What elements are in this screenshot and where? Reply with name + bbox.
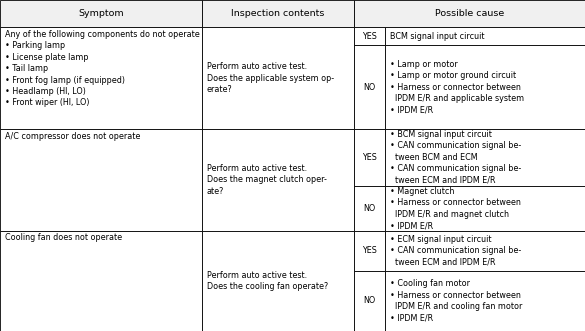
Text: YES: YES	[362, 246, 377, 255]
Bar	[385, 271, 585, 331]
Text: • BCM signal input circuit
• CAN communication signal be-
  tween BCM and ECM
• : • BCM signal input circuit • CAN communi…	[390, 130, 521, 185]
Bar	[0, 231, 202, 331]
Text: • Magnet clutch
• Harness or connector between
  IPDM E/R and magnet clutch
• IP: • Magnet clutch • Harness or connector b…	[390, 187, 521, 230]
Bar	[0, 27, 202, 129]
Bar	[202, 0, 354, 27]
Text: • Lamp or motor
• Lamp or motor ground circuit
• Harness or connector between
  : • Lamp or motor • Lamp or motor ground c…	[390, 60, 524, 115]
Bar	[354, 27, 385, 45]
Bar	[354, 0, 585, 27]
Bar	[385, 231, 585, 271]
Bar	[202, 231, 354, 331]
Text: BCM signal input circuit: BCM signal input circuit	[390, 32, 484, 41]
Bar	[385, 27, 585, 45]
Text: Perform auto active test.
Does the magnet clutch oper-
ate?: Perform auto active test. Does the magne…	[207, 164, 326, 196]
Bar	[202, 27, 354, 129]
Text: NO: NO	[363, 204, 376, 213]
Bar	[0, 0, 202, 27]
Text: Possible cause: Possible cause	[435, 9, 504, 18]
Bar	[385, 45, 585, 129]
Bar	[354, 231, 385, 271]
Bar	[385, 129, 585, 186]
Bar	[354, 271, 385, 331]
Text: YES: YES	[362, 153, 377, 162]
Text: Any of the following components do not operate
• Parking lamp
• License plate la: Any of the following components do not o…	[5, 30, 199, 108]
Text: Symptom: Symptom	[78, 9, 123, 18]
Text: NO: NO	[363, 297, 376, 306]
Text: Perform auto active test.
Does the cooling fan operate?: Perform auto active test. Does the cooli…	[207, 271, 328, 291]
Bar	[354, 186, 385, 231]
Text: YES: YES	[362, 32, 377, 41]
Bar	[202, 129, 354, 231]
Text: • ECM signal input circuit
• CAN communication signal be-
  tween ECM and IPDM E: • ECM signal input circuit • CAN communi…	[390, 235, 521, 267]
Text: Perform auto active test.
Does the applicable system op-
erate?: Perform auto active test. Does the appli…	[207, 62, 333, 94]
Bar	[354, 45, 385, 129]
Text: Cooling fan does not operate: Cooling fan does not operate	[5, 233, 122, 242]
Text: Inspection contents: Inspection contents	[231, 9, 325, 18]
Text: NO: NO	[363, 83, 376, 92]
Bar	[0, 129, 202, 231]
Text: • Cooling fan motor
• Harness or connector between
  IPDM E/R and cooling fan mo: • Cooling fan motor • Harness or connect…	[390, 279, 522, 323]
Bar	[385, 186, 585, 231]
Bar	[354, 129, 385, 186]
Text: A/C compressor does not operate: A/C compressor does not operate	[5, 132, 140, 141]
